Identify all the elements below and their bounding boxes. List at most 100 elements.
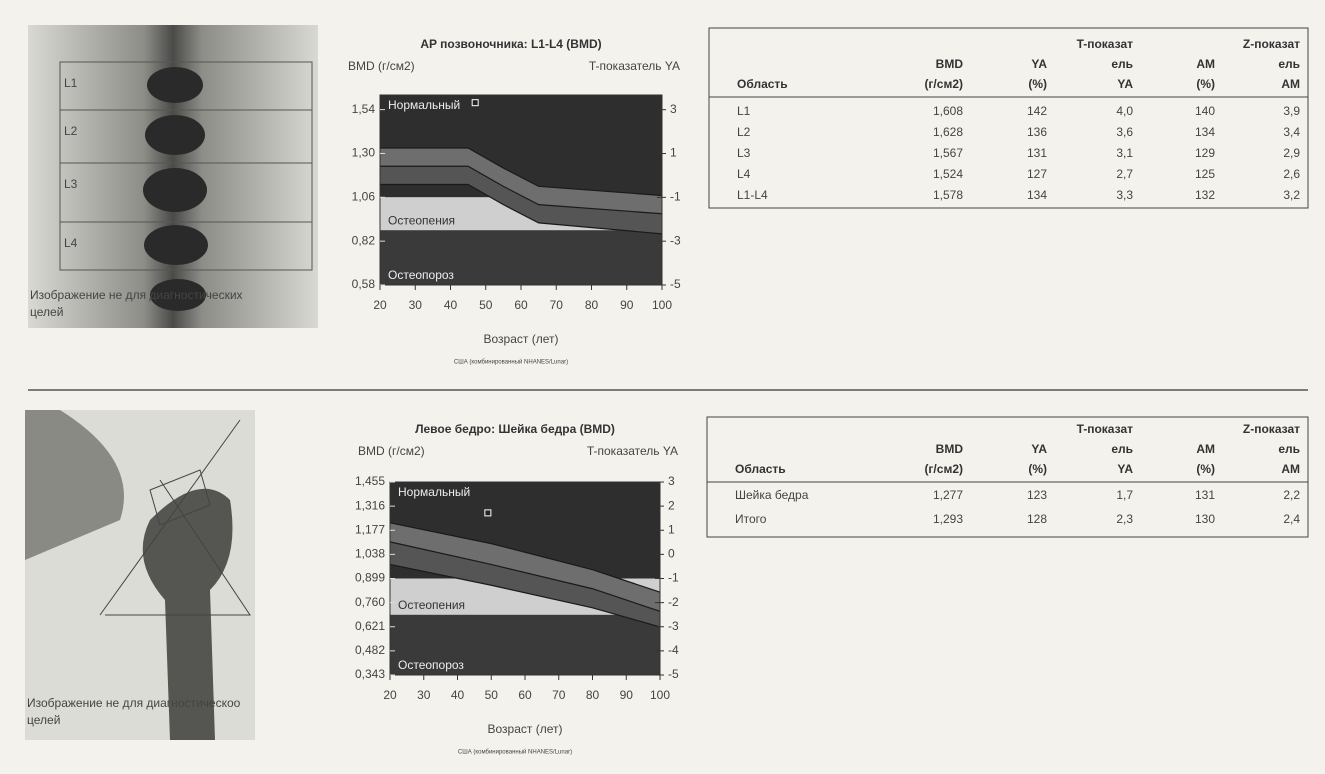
reference-curve (380, 147, 663, 197)
table-cell: 130 (1195, 512, 1215, 526)
reference-curve (380, 165, 663, 215)
column-header: (г/см2) (924, 462, 963, 476)
column-header: AM (1281, 462, 1300, 476)
y-tick-label: 0,482 (355, 643, 385, 657)
column-header: AM (1196, 442, 1215, 456)
table-cell: 131 (1027, 146, 1047, 160)
table-cell: 3,2 (1283, 188, 1300, 202)
x-tick-label: 40 (451, 688, 465, 702)
table-cell: 2,4 (1283, 512, 1300, 526)
table-cell: Шейка бедра (735, 488, 809, 502)
pelvis (25, 410, 124, 560)
table-cell: 125 (1195, 167, 1215, 181)
y-tick-label: 1,038 (355, 547, 385, 561)
x-tick-label: 100 (650, 688, 670, 702)
image-caption: Изображение не для диагностическоо (27, 696, 241, 710)
y2-tick-label: 0 (668, 547, 675, 561)
x-tick-label: 90 (620, 688, 634, 702)
table-cell: 2,9 (1283, 146, 1300, 160)
column-header: YA (1031, 57, 1047, 71)
column-header: AM (1281, 77, 1300, 91)
y-tick-label: 0,82 (352, 233, 376, 247)
column-header: (г/см2) (924, 77, 963, 91)
column-header: YA (1117, 77, 1133, 91)
chart-title: Левое бедро: Шейка бедра (BMD) (415, 422, 615, 436)
reference-curve (389, 563, 661, 628)
zone-label: Остеопения (398, 598, 465, 612)
y2-tick-label: 1 (670, 146, 677, 160)
column-header: BMD (936, 57, 964, 71)
vertebra-label: L4 (64, 236, 78, 250)
column-header: Z-показат (1243, 37, 1300, 51)
image-caption: целей (30, 305, 63, 319)
reference-band (390, 522, 660, 612)
reference-band (380, 166, 662, 234)
table-cell: Итого (735, 512, 767, 526)
table-cell: 129 (1195, 146, 1215, 160)
x-tick-label: 30 (409, 298, 423, 312)
source-note: США (комбинированный NHANES/Lunar) (454, 359, 568, 366)
column-header: (%) (1196, 462, 1215, 476)
table-cell: 132 (1195, 188, 1215, 202)
y-tick-label: 1,455 (355, 474, 385, 488)
x-tick-label: 80 (586, 688, 600, 702)
y2-tick-label: 3 (670, 102, 677, 116)
x-tick-label: 20 (383, 688, 397, 702)
roi-lines (99, 419, 251, 616)
y2-tick-label: -5 (668, 667, 679, 681)
table-cell: 3,3 (1116, 188, 1133, 202)
x-tick-label: 100 (652, 298, 672, 312)
vertebra-label: L3 (64, 177, 78, 191)
table-cell: L1 (737, 104, 751, 118)
chart-title: AP позвоночника: L1-L4 (BMD) (420, 37, 601, 51)
table-cell: 140 (1195, 104, 1215, 118)
table-frame (708, 27, 1309, 209)
column-header: (%) (1028, 77, 1047, 91)
table-cell: 1,7 (1116, 488, 1133, 502)
column-header: ель (1278, 57, 1300, 71)
vertebra-label: L1 (64, 76, 78, 90)
table-cell: 1,524 (933, 167, 963, 181)
table-cell: 1,293 (933, 512, 963, 526)
table-cell: 2,3 (1116, 512, 1133, 526)
vertebra-label: L2 (64, 124, 78, 138)
x-tick-label: 60 (518, 688, 532, 702)
y2-tick-label: 3 (668, 474, 675, 488)
column-header: (%) (1028, 462, 1047, 476)
x-tick-label: 50 (479, 298, 493, 312)
table-cell: 2,7 (1116, 167, 1133, 181)
y2-tick-label: 1 (668, 522, 675, 536)
table-cell: 3,9 (1283, 104, 1300, 118)
zone (380, 230, 662, 285)
table-cell: 134 (1195, 125, 1215, 139)
x-tick-label: 60 (514, 298, 528, 312)
y-tick-label: 0,760 (355, 595, 385, 609)
column-header: YA (1031, 442, 1047, 456)
source-note: США (комбинированный NHANES/Lunar) (458, 749, 572, 756)
y-tick-label: 0,621 (355, 619, 385, 633)
column-header: (%) (1196, 77, 1215, 91)
y-tick-label: 1,54 (352, 102, 376, 116)
column-header: Область (735, 462, 786, 476)
x-axis-label: Возраст (лет) (488, 722, 563, 736)
table-cell: 2,2 (1283, 488, 1300, 502)
y2-tick-label: -2 (668, 595, 679, 609)
y2-tick-label: -1 (670, 190, 681, 204)
table-cell: 1,628 (933, 125, 963, 139)
column-header: T-показат (1077, 422, 1134, 436)
x-tick-label: 50 (485, 688, 499, 702)
x-tick-label: 70 (552, 688, 566, 702)
y2-axis-label: T-показатель YA (589, 59, 680, 73)
table-cell: 2,6 (1283, 167, 1300, 181)
table-cell: 134 (1027, 188, 1047, 202)
column-header: ель (1111, 57, 1133, 71)
table-cell: 1,608 (933, 104, 963, 118)
y-tick-label: 1,30 (352, 146, 376, 160)
x-tick-label: 20 (373, 298, 387, 312)
table-cell: 123 (1027, 488, 1047, 502)
column-header: YA (1117, 462, 1133, 476)
reference-curve (389, 522, 661, 593)
y-axis-label: BMD (г/см2) (348, 59, 415, 73)
table-cell: 4,0 (1116, 104, 1133, 118)
